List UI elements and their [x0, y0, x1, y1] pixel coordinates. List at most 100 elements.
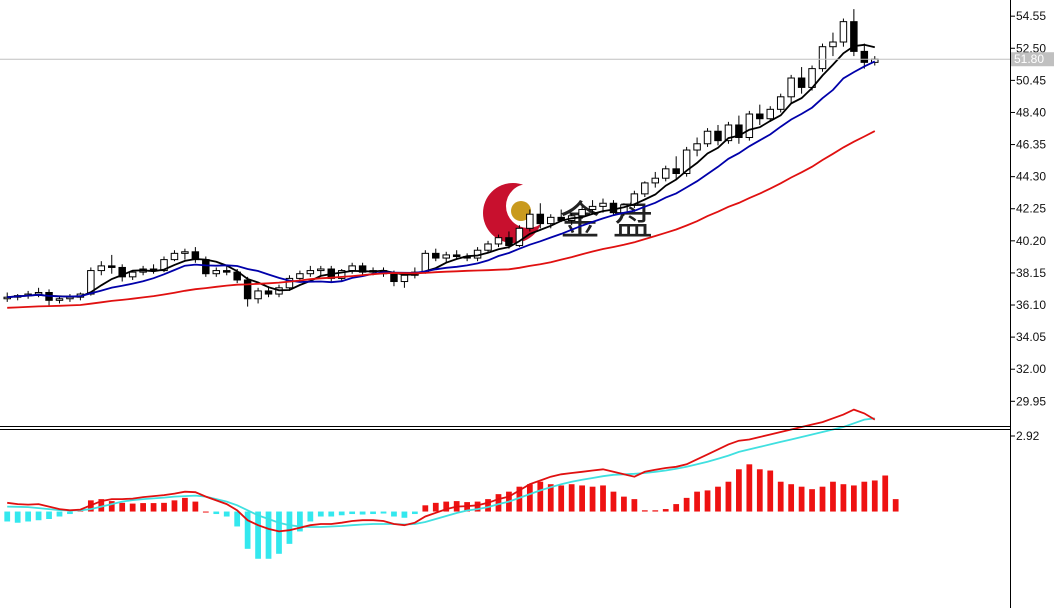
price-axis-tick-label: 50.45 — [1016, 73, 1046, 87]
candle-body — [128, 271, 137, 278]
candle-body — [494, 237, 503, 245]
macd-histogram-bar — [119, 502, 126, 512]
candle — [756, 104, 764, 125]
macd-histogram-bar — [892, 499, 899, 512]
macd-histogram-bar — [25, 511, 32, 522]
macd-histogram-bar — [202, 511, 209, 513]
candle-body — [181, 251, 189, 254]
candle — [588, 200, 597, 213]
macd-histogram-bar — [850, 485, 857, 512]
macd-histogram-bar — [370, 511, 376, 515]
macd-histogram-bar — [798, 486, 805, 512]
candle — [661, 165, 670, 182]
candle — [641, 181, 649, 197]
macd-histogram-bar — [56, 511, 63, 517]
macd-histogram-bar — [401, 511, 408, 518]
candle — [787, 74, 795, 104]
candle — [337, 269, 346, 282]
macd-histogram-bar — [725, 481, 732, 512]
candle-body — [442, 254, 450, 259]
candle — [745, 110, 754, 141]
candle — [860, 43, 869, 69]
macd-line — [7, 408, 876, 533]
candle — [432, 248, 440, 262]
candle-body — [515, 227, 524, 247]
candle — [526, 209, 534, 232]
candle — [797, 67, 806, 94]
macd-histogram-bar — [568, 484, 575, 512]
watermark-logo-gold-dot — [511, 201, 531, 221]
price-axis-tick-label: 42.25 — [1016, 202, 1046, 216]
macd-histogram-bar — [411, 511, 418, 515]
candle-body — [526, 213, 534, 229]
candle — [735, 115, 743, 144]
macd-histogram-bar — [861, 481, 868, 512]
candle-body — [108, 265, 116, 268]
candle-body — [578, 209, 586, 217]
macd-histogram-bar — [129, 503, 136, 512]
candle — [536, 203, 545, 229]
price-axis-ticks: 54.55 52.50 50.45 48.40 46.35 44.30 42.25 40.20… — [1010, 9, 1046, 408]
candle — [442, 251, 450, 263]
macd-histogram-bar — [673, 504, 680, 512]
price-axis-tick-label: 54.55 — [1016, 9, 1046, 23]
candle-body — [682, 149, 691, 175]
candle — [285, 275, 294, 291]
candle — [212, 267, 221, 277]
candle-body — [651, 177, 660, 184]
macd-histogram-bar — [526, 484, 533, 512]
candle-body — [306, 270, 315, 275]
macd-histogram-bar — [641, 510, 648, 512]
candle — [243, 276, 252, 307]
macd-histogram-bar — [662, 509, 669, 512]
macd-histogram-bar — [223, 511, 230, 517]
candle-body — [337, 270, 346, 279]
candle — [672, 156, 680, 180]
candle — [703, 128, 712, 147]
macd-histogram-bar — [244, 511, 251, 549]
macd-histogram-bar — [265, 511, 272, 559]
macd-histogram-bar — [182, 497, 188, 512]
macd-histogram-bar — [328, 511, 335, 517]
candle — [45, 289, 53, 307]
macd-histogram-bar — [286, 511, 293, 544]
macd-histogram-bar — [46, 511, 52, 519]
candle-body — [724, 124, 733, 142]
macd-histogram-bar — [443, 501, 450, 512]
candle-body — [484, 243, 492, 251]
candle-body — [745, 113, 754, 139]
candle-body — [118, 266, 126, 278]
macd-histogram-bar — [694, 491, 700, 512]
candle — [317, 265, 325, 276]
macd-histogram-bar — [579, 485, 585, 512]
candle-body — [766, 108, 774, 120]
ma-line-5 — [7, 43, 876, 299]
candle-body — [348, 265, 356, 272]
price-axis-tick-label: 38.15 — [1016, 266, 1046, 280]
candle-body — [264, 290, 273, 295]
candle-body — [850, 21, 858, 52]
candle-body — [358, 265, 367, 273]
candle-body — [536, 213, 545, 225]
candle — [850, 9, 858, 57]
macd-histogram-bar — [485, 499, 491, 512]
macd-histogram-bar — [4, 511, 11, 522]
macd-histogram-bar — [140, 503, 146, 512]
macd-histogram-bar — [736, 469, 742, 512]
price-axis-tick-label: 32.00 — [1016, 362, 1046, 376]
candle-body — [714, 130, 722, 142]
macd-histogram-bar — [349, 511, 356, 515]
macd-histogram-bar — [391, 511, 397, 517]
candle-body — [672, 168, 680, 175]
macd-histogram-bar — [610, 491, 617, 512]
macd-signal-line — [7, 417, 875, 528]
candle-body — [661, 168, 670, 179]
candle-body — [390, 273, 398, 283]
candle — [651, 171, 660, 188]
macd-histogram-bar — [516, 486, 523, 512]
candle-body — [421, 252, 430, 273]
candle — [108, 254, 116, 274]
candle — [118, 264, 126, 282]
price-axis-tick-label: 44.30 — [1016, 170, 1046, 184]
ma-line-10 — [7, 60, 876, 299]
